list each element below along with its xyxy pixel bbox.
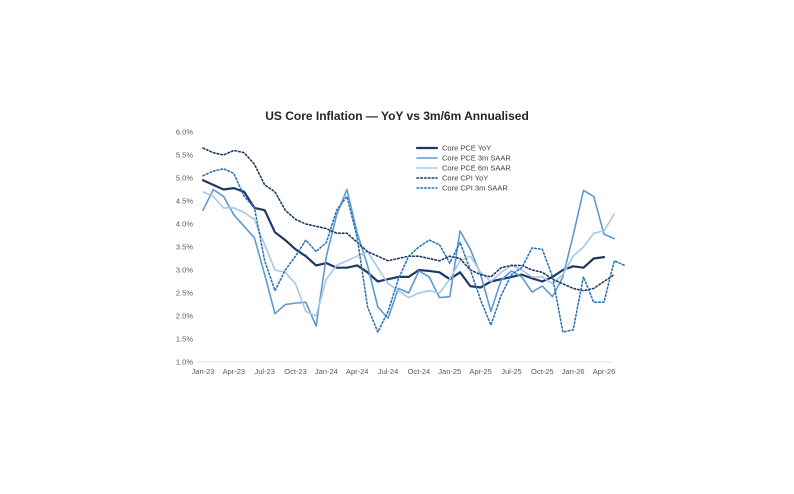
y-tick-label: 2.0% [176,312,193,321]
x-tick-label: Jul-25 [501,367,521,376]
series-line-core-cpi-3m-saar [202,168,626,333]
x-tick-label: Jan-24 [315,367,338,376]
legend-label: Core PCE 6m SAAR [442,164,511,173]
legend-label: Core PCE YoY [442,144,491,153]
x-tick-label: Oct-24 [408,367,431,376]
y-tick-label: 4.5% [176,197,193,206]
y-tick-label: 3.0% [176,266,193,275]
x-tick-label: Oct-23 [284,367,307,376]
y-tick-label: 1.0% [176,358,193,367]
series-line-core-pce-3m-saar [202,188,616,327]
x-tick-label: Oct-25 [531,367,554,376]
series-line-core-pce-6m-saar [202,191,616,317]
legend-label: Core CPI 3m SAAR [442,184,508,193]
x-tick-label: Jan-25 [438,367,461,376]
x-tick-label: Jul-24 [378,367,398,376]
x-tick-label: Apr-25 [469,367,492,376]
x-tick-label: Apr-23 [223,367,246,376]
series-line-core-pce-yoy [201,179,606,289]
x-axis: Jan-23 Apr-23 Jul-23 Oct-23 Jan-24 Apr-24 Jul-… [192,361,616,376]
chart-title: US Core Inflation — YoY vs 3m/6m Annuali… [265,109,529,123]
y-tick-label: 1.5% [176,335,193,344]
series-line-core-cpi-yoy [202,147,616,292]
legend-label: Core PCE 3m SAAR [442,154,511,163]
x-tick-label: Jan-26 [562,367,585,376]
y-tick-label: 5.0% [176,174,193,183]
y-tick-label: 4.0% [176,220,193,229]
series-layer [201,147,626,333]
y-tick-label: 3.5% [176,243,193,252]
x-tick-label: Apr-24 [346,367,369,376]
y-axis: 1.0% 1.5% 2.0% 2.5% 3.0% 3.5% 4.0% 4.5% 5.0% 5.5%… [176,128,193,367]
x-tick-label: Apr-26 [593,367,616,376]
y-tick-label: 5.5% [176,151,193,160]
x-tick-label: Jan-23 [192,367,215,376]
x-tick-label: Jul-23 [254,367,274,376]
legend-label: Core CPI YoY [442,174,488,183]
y-tick-label: 2.5% [176,289,193,298]
y-tick-label: 6.0% [176,128,193,137]
